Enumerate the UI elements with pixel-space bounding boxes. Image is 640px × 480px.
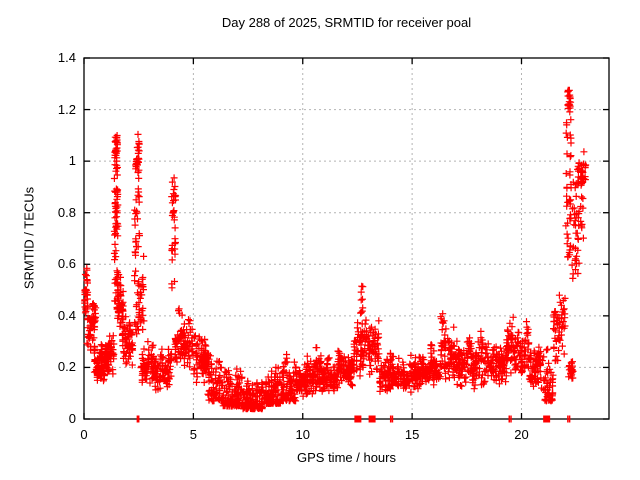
y-tick-label: 0.4	[57, 307, 76, 323]
axis-zero-square	[354, 415, 362, 423]
y-tick-label: 1.4	[57, 50, 76, 65]
plot-border	[83, 57, 610, 420]
x-tick-label: 15	[404, 427, 420, 442]
y-tick-label: 1	[68, 153, 76, 169]
y-tick-label: 0.2	[57, 359, 76, 375]
y-axis-label: SRMTID / TECUs	[21, 186, 37, 290]
axis-zero-square	[368, 415, 376, 423]
chart-title: Day 288 of 2025, SRMTID for receiver poa…	[221, 15, 472, 30]
axis-zero-square	[543, 415, 551, 423]
y-tick-label: 0.8	[57, 204, 76, 220]
x-tick-label: 10	[295, 427, 310, 442]
y-tick-label: 0.6	[57, 256, 76, 272]
y-tick-label: 1.2	[57, 101, 76, 117]
x-tick-label: 5	[189, 427, 197, 442]
scatter-points	[81, 86, 590, 413]
x-tick-label: 0	[80, 427, 88, 442]
y-tick-label: 0	[68, 411, 76, 426]
x-tick-label: 20	[514, 427, 529, 442]
x-axis-label: GPS time / hours	[297, 450, 396, 465]
